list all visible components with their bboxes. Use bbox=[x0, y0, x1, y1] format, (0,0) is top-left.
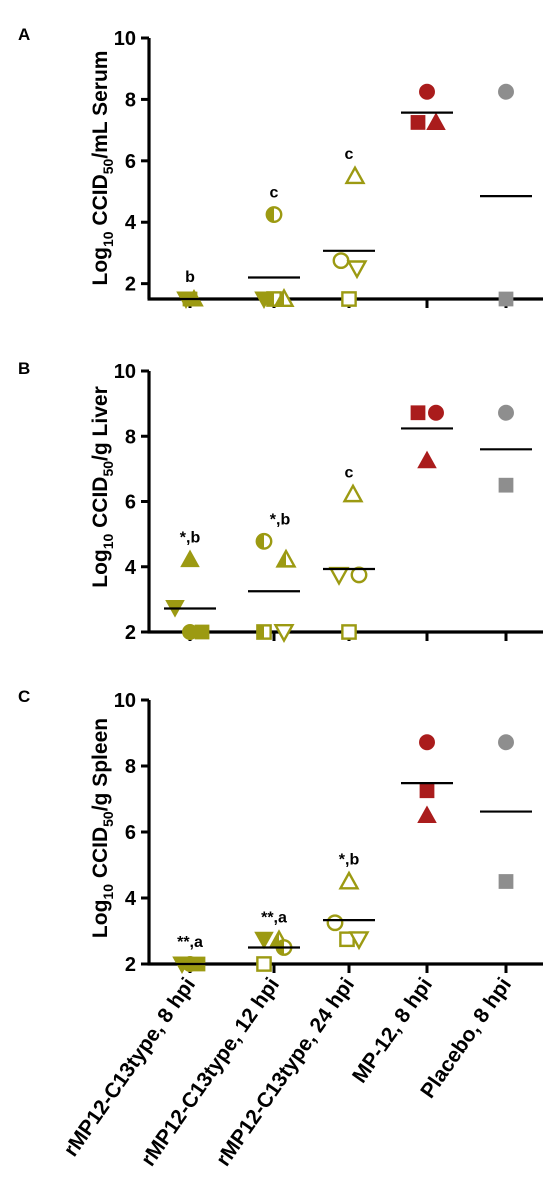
marker-b-rmp12-12hpi-tri-up bbox=[275, 548, 297, 568]
marker-c-mp12-8hpi-tri-up bbox=[417, 805, 437, 824]
y-tick-label-c-2: 2 bbox=[125, 954, 136, 976]
x-tick-label-mp12-8hpi: MP-12, 8 hpi bbox=[348, 974, 437, 1088]
marker-b-rmp12-12hpi-square bbox=[256, 624, 272, 640]
annotation-c-rmp12-12hpi: **,a bbox=[261, 909, 287, 926]
y-tick-label-a-4: 4 bbox=[125, 212, 137, 234]
annotation-a-rmp12-12hpi: c bbox=[270, 185, 279, 202]
annotation-b-rmp12-12hpi: *,b bbox=[270, 511, 291, 528]
panel-letter-b: B bbox=[18, 359, 30, 378]
marker-a-rmp12-24hpi-tri-down bbox=[346, 260, 368, 280]
marker-b-rmp12-24hpi-tri-up bbox=[342, 483, 364, 503]
y-tick-label-b-2: 2 bbox=[125, 622, 136, 644]
annotation-b-rmp12-24hpi: c bbox=[345, 464, 354, 481]
marker-b-rmp12-24hpi-square bbox=[341, 624, 357, 640]
marker-b-mp12-8hpi-square bbox=[410, 405, 426, 421]
y-axis-label-a: Log10 CCID50/mL Serum bbox=[89, 51, 116, 286]
marker-a-rmp12-12hpi-circle bbox=[265, 206, 283, 223]
panel-a: A Log10 CCID50/mL Serum 2 4 6 8 10 b c c bbox=[18, 25, 543, 310]
marker-a-mp12-8hpi-tri-up bbox=[426, 112, 446, 130]
y-tick-label-c-6: 6 bbox=[125, 822, 136, 844]
y-tick-label-a-8: 8 bbox=[125, 89, 136, 111]
annotation-a-rmp12-24hpi: c bbox=[345, 146, 354, 163]
marker-b-rmp12-12hpi-circle bbox=[255, 532, 273, 550]
marker-c-rmp12-12hpi-square bbox=[256, 956, 272, 972]
annotation-b-rmp12-8hpi: *,b bbox=[180, 530, 201, 547]
marker-b-mp12-8hpi-circle bbox=[428, 404, 444, 421]
x-axis-category-labels: rMP12-C13type, 8 hpi rMP12-C13type, 12 h… bbox=[59, 974, 516, 1171]
marker-c-rmp12-24hpi-tri-down bbox=[348, 931, 370, 951]
y-axis-label-c: Log10 CCID50/g Spleen bbox=[89, 718, 116, 938]
y-tick-label-a-10: 10 bbox=[114, 28, 136, 50]
annotation-a-rmp12-8hpi: b bbox=[185, 269, 195, 286]
marker-b-placebo-8hpi-circle bbox=[498, 404, 514, 421]
y-tick-label-c-8: 8 bbox=[125, 756, 136, 778]
marker-a-rmp12-24hpi-circle bbox=[332, 252, 350, 270]
marker-b-rmp12-12hpi-tri-down bbox=[273, 624, 295, 643]
marker-a-rmp12-24hpi-tri-up bbox=[344, 165, 366, 185]
marker-c-placebo-8hpi-circle bbox=[498, 734, 514, 751]
y-tick-label-a-6: 6 bbox=[125, 151, 136, 173]
marker-c-mp12-8hpi-square bbox=[419, 783, 435, 799]
marker-c-rmp12-12hpi-tri-down bbox=[254, 931, 274, 950]
marker-a-placebo-8hpi-circle bbox=[498, 83, 514, 100]
marker-a-rmp12-12hpi-tri-up bbox=[273, 288, 295, 307]
y-axis-label-b: Log10 CCID50/g Liver bbox=[89, 386, 116, 588]
marker-b-mp12-8hpi-tri-up bbox=[417, 450, 437, 469]
panel-b: B Log10 CCID50/g Liver 2 4 6 8 10 *,b *,b c bbox=[18, 359, 543, 644]
y-tick-label-b-10: 10 bbox=[114, 361, 136, 383]
marker-a-placebo-8hpi-square bbox=[498, 291, 514, 307]
marker-a-rmp12-24hpi-square bbox=[341, 291, 357, 307]
marker-c-rmp12-24hpi-tri-up bbox=[338, 870, 360, 890]
y-tick-label-b-4: 4 bbox=[125, 557, 137, 579]
y-tick-label-c-4: 4 bbox=[125, 888, 137, 910]
panel-letter-c: C bbox=[18, 687, 30, 706]
y-tick-label-c-10: 10 bbox=[114, 690, 136, 712]
marker-c-placebo-8hpi-square bbox=[498, 874, 514, 889]
y-tick-label-b-8: 8 bbox=[125, 426, 136, 448]
panel-letter-a: A bbox=[18, 25, 30, 44]
x-tick-label-rmp12-24hpi: rMP12-C13type, 24 hpi bbox=[212, 974, 359, 1171]
marker-b-rmp12-24hpi-circle bbox=[350, 566, 368, 584]
marker-a-mp12-8hpi-circle bbox=[419, 83, 435, 100]
y-tick-label-a-2: 2 bbox=[125, 274, 136, 296]
annotation-c-rmp12-24hpi: *,b bbox=[339, 852, 360, 869]
marker-b-rmp12-8hpi-square bbox=[194, 624, 210, 640]
x-tick-label-rmp12-12hpi: rMP12-C13type, 12 hpi bbox=[137, 974, 284, 1171]
y-tick-label-b-6: 6 bbox=[125, 492, 136, 514]
marker-b-rmp12-24hpi-tri-down bbox=[328, 566, 350, 586]
annotation-c-rmp12-8hpi: **,a bbox=[177, 934, 203, 951]
panel-c: C Log10 CCID50/g Spleen 2 4 6 8 10 **,a **,a *,… bbox=[18, 687, 543, 976]
marker-a-mp12-8hpi-square bbox=[410, 115, 426, 130]
marker-c-mp12-8hpi-circle bbox=[419, 734, 435, 751]
marker-b-rmp12-8hpi-tri-up bbox=[180, 549, 200, 568]
marker-c-rmp12-24hpi-circle bbox=[326, 914, 344, 932]
marker-b-placebo-8hpi-square bbox=[498, 477, 514, 493]
